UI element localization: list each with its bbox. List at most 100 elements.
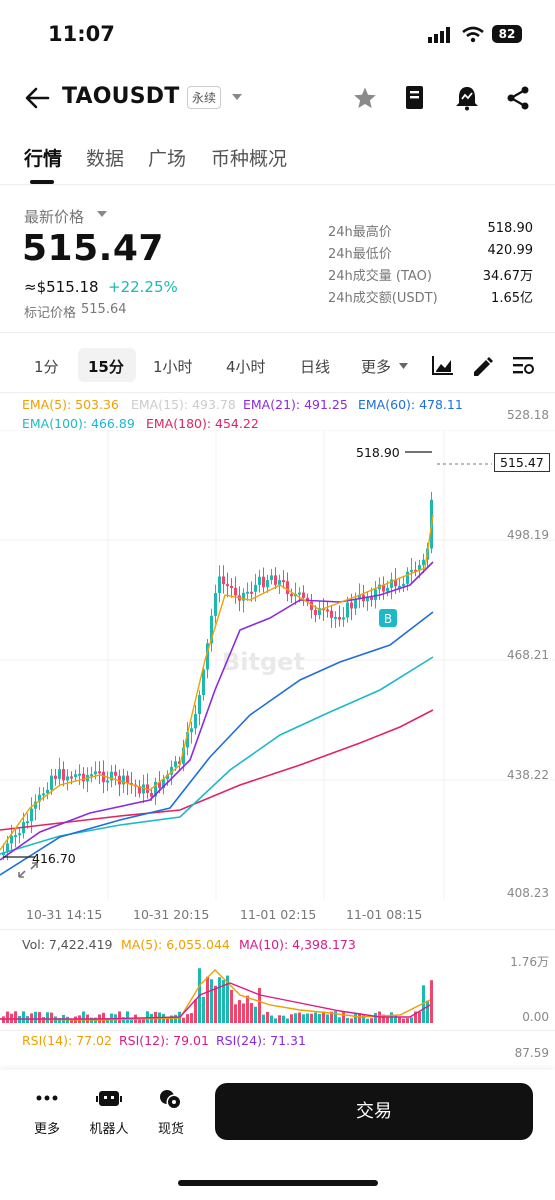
candle-body (186, 732, 189, 748)
more-dots-icon (36, 1095, 58, 1101)
draw-tool-icon[interactable] (471, 353, 495, 377)
volume-bar (410, 1017, 413, 1023)
chart-type-icon[interactable] (432, 355, 454, 375)
candle-body (190, 728, 193, 733)
volume-bar (358, 1013, 361, 1023)
interval-more[interactable]: 更多 (361, 358, 392, 376)
candle-body (242, 592, 245, 601)
volume-bar (182, 1017, 185, 1023)
volume-bar (234, 1004, 237, 1023)
mark-price-label: 标记价格 (24, 306, 77, 321)
ema60-line (0, 611, 434, 876)
time-axis-label: 10-31 14:15 (26, 907, 103, 922)
volume-bar (82, 1011, 85, 1023)
trade-button[interactable]: 交易 (215, 1083, 533, 1140)
robot-icon (96, 1091, 122, 1106)
interval-1d[interactable]: 日线 (300, 358, 331, 376)
bot-button[interactable]: 机器人 (85, 1088, 133, 1137)
candle-body (170, 766, 173, 775)
candle-body (370, 596, 373, 600)
volume-chart (0, 968, 433, 1023)
back-arrow-icon[interactable] (24, 86, 50, 110)
tab-square[interactable]: 广场 (148, 148, 187, 170)
candle-body (234, 587, 237, 596)
volume-bar (102, 1012, 105, 1023)
interval-1m[interactable]: 1分 (34, 358, 59, 376)
tab-coin-overview[interactable]: 币种概况 (211, 148, 288, 170)
divider (0, 1030, 555, 1031)
candle-body (46, 789, 49, 794)
tab-market[interactable]: 行情 (24, 148, 63, 170)
candle-body (218, 576, 221, 594)
candlestick-chart[interactable]: Bitget B (0, 430, 555, 900)
candle-body (330, 610, 333, 618)
ema15-label: EMA(15): 493.78 (131, 397, 236, 412)
candle-body (246, 591, 249, 594)
perpetual-badge: 永续 (187, 86, 222, 109)
candle-body (254, 584, 257, 592)
high-price-label: 518.90 (356, 445, 400, 460)
candle-body (142, 784, 145, 794)
chevron-down-icon[interactable] (399, 363, 408, 370)
y-axis-label: 408.23 (507, 886, 549, 900)
candle-body (342, 617, 345, 620)
volume-bar (254, 1006, 257, 1023)
chevron-down-icon[interactable] (97, 211, 107, 219)
volume-bar (334, 1011, 337, 1023)
candle-body (70, 776, 73, 779)
candle-body (270, 575, 273, 581)
more-button[interactable]: 更多 (23, 1088, 71, 1137)
chevron-down-icon[interactable] (231, 93, 243, 102)
volume-bar (426, 1000, 429, 1023)
rsi-axis-top: 87.59 (514, 1046, 549, 1060)
star-icon[interactable] (353, 86, 377, 110)
last-price-label[interactable]: 最新价格 (24, 208, 85, 226)
stat-24h-turnover: 24h成交额(USDT) 1.65亿 (328, 291, 533, 306)
volume-bar (238, 1000, 241, 1023)
current-price-tag: 515.47 (494, 453, 550, 472)
interval-4h[interactable]: 4小时 (226, 358, 266, 376)
interval-15m[interactable]: 15分 (88, 358, 124, 376)
volume-bar (262, 1014, 265, 1023)
volume-bar (34, 1011, 37, 1023)
volume-bar (330, 1011, 333, 1023)
battery-indicator: 82 (492, 25, 522, 43)
candle-body (346, 602, 349, 618)
candle-body (278, 580, 281, 585)
candle-body (194, 714, 197, 729)
volume-bar (230, 989, 233, 1023)
candle-body (222, 576, 225, 585)
candle-body (410, 569, 413, 572)
stat-24h-volume: 24h成交量 (TAO) 34.67万 (328, 269, 533, 284)
candle-body (374, 589, 377, 600)
alert-bell-icon[interactable] (455, 85, 479, 111)
y-axis-label: 498.19 (507, 528, 549, 542)
volume-bar (322, 1011, 325, 1023)
share-icon[interactable] (506, 86, 530, 110)
volume-bar (226, 975, 229, 1023)
low-price-label: 416.70 (32, 851, 76, 866)
candle-body (350, 602, 353, 609)
book-icon[interactable] (404, 85, 426, 111)
pair-title[interactable]: TAOUSDT (62, 84, 180, 109)
candle-body (178, 761, 181, 764)
candle-body (318, 608, 321, 615)
candle-body (58, 769, 61, 779)
candle-body (166, 774, 169, 780)
candle-body (82, 773, 85, 782)
indicator-settings-icon[interactable] (512, 355, 534, 375)
usd-price: ≈$515.18 (24, 278, 99, 296)
candle-body (78, 773, 81, 776)
candle-body (54, 775, 57, 779)
status-time: 11:07 (48, 22, 115, 46)
spot-button[interactable]: 现货 (147, 1088, 195, 1137)
interval-1h[interactable]: 1小时 (153, 358, 193, 376)
volume-bar (190, 1013, 193, 1023)
more-label: 更多 (33, 1122, 60, 1137)
volume-bar (218, 977, 221, 1023)
price-change: +22.25% (108, 278, 178, 296)
tab-data[interactable]: 数据 (86, 148, 125, 170)
stat-24h-low: 24h最低价 420.99 (328, 243, 533, 262)
volume-bar (142, 1018, 145, 1023)
volume-bar (350, 1018, 353, 1023)
